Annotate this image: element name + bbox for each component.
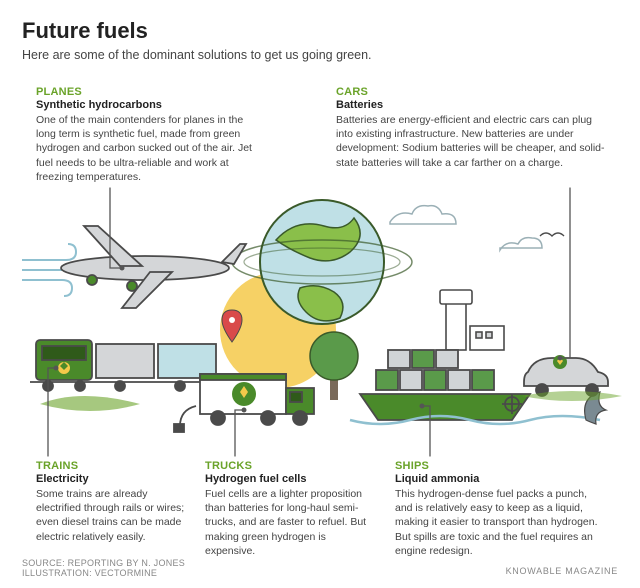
fuel-label: Electricity — [36, 473, 186, 485]
fuel-label: Batteries — [336, 99, 608, 111]
leader-cars — [562, 188, 570, 358]
description: Batteries are energy-efficient and elect… — [336, 113, 608, 170]
fuel-label: Synthetic hydrocarbons — [36, 99, 256, 111]
fuel-label: Liquid ammonia — [395, 473, 605, 485]
block-ships: SHIPS Liquid ammonia This hydrogen-dense… — [395, 460, 605, 558]
category-label: SHIPS — [395, 460, 605, 472]
category-label: TRUCKS — [205, 460, 373, 472]
block-trains: TRAINS Electricity Some trains are alrea… — [36, 460, 186, 544]
leader-trains — [48, 368, 54, 456]
leader-trucks — [235, 410, 242, 456]
block-planes: PLANES Synthetic hydrocarbons One of the… — [36, 86, 256, 184]
leader-planes — [110, 188, 120, 268]
footer-brand: KNOWABLE MAGAZINE — [506, 566, 618, 576]
category-label: TRAINS — [36, 460, 186, 472]
description: This hydrogen-dense fuel packs a punch, … — [395, 487, 605, 558]
footer-source: SOURCE: REPORTING BY N. JONES ILLUSTRATI… — [22, 558, 185, 578]
category-label: PLANES — [36, 86, 256, 98]
leader-ships — [424, 406, 430, 456]
block-cars: CARS Batteries Batteries are energy-effi… — [336, 86, 608, 170]
block-trucks: TRUCKS Hydrogen fuel cells Fuel cells ar… — [205, 460, 373, 558]
category-label: CARS — [336, 86, 608, 98]
description: Some trains are already electrified thro… — [36, 487, 186, 544]
description: Fuel cells are a lighter proposition tha… — [205, 487, 373, 558]
description: One of the main contenders for planes in… — [36, 113, 256, 184]
illustration-credit: ILLUSTRATION: VECTORMINE — [22, 568, 157, 578]
fuel-label: Hydrogen fuel cells — [205, 473, 373, 485]
source-text: SOURCE: REPORTING BY N. JONES — [22, 558, 185, 568]
